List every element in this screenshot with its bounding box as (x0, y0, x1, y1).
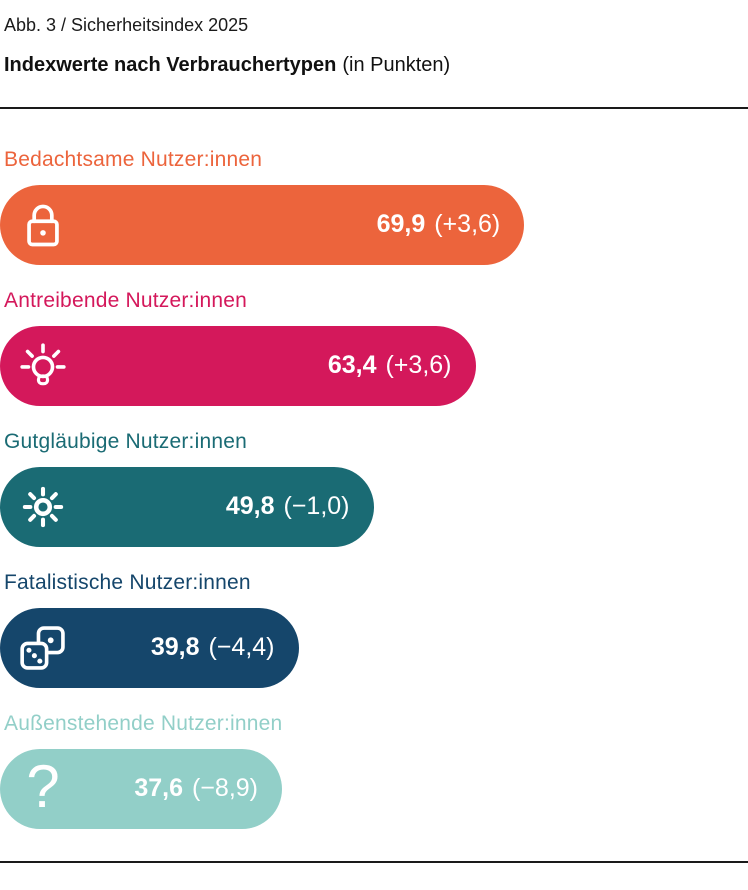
bar-value: 69,9 (+3,6) (377, 210, 501, 239)
bar-row: Antreibende Nutzer:innen 63,4 (+3,6) (0, 288, 748, 406)
bar: 39,8 (−4,4) (0, 607, 299, 688)
bar-value-number: 69,9 (376, 210, 426, 238)
bar-value: 39,8 (−4,4) (151, 633, 275, 662)
bar: 63,4 (+3,6) (0, 325, 476, 406)
bar-value-delta: (−4,4) (208, 633, 275, 661)
security-index-figure: Abb. 3 / Sicherheitsindex 2025 Indexwert… (0, 14, 748, 890)
bar-row: Außenstehende Nutzer:innen ? 37,6 (−8,9) (0, 711, 748, 829)
bar: 69,9 (+3,6) (0, 184, 525, 265)
top-divider (0, 106, 748, 109)
lightbulb-icon (14, 326, 72, 406)
bar: 49,8 (−1,0) (0, 466, 374, 547)
bar-value-number: 63,4 (327, 351, 377, 379)
bar-value-number: 39,8 (150, 633, 200, 661)
bar-value-delta: (−8,9) (191, 774, 258, 802)
bar-value-delta: (−1,0) (283, 492, 350, 520)
bar-value: 49,8 (−1,0) (226, 492, 350, 521)
bar-value: 63,4 (+3,6) (328, 351, 452, 380)
bar-row: Fatalistische Nutzer:innen 39,8 (−4,4) (0, 570, 748, 688)
bar-value: 37,6 (−8,9) (134, 774, 258, 803)
bottom-divider (0, 860, 748, 863)
figure-kicker: Abb. 3 / Sicherheitsindex 2025 (4, 15, 249, 35)
bar-category-label: Bedachtsame Nutzer:innen (4, 147, 263, 171)
bar-value-number: 37,6 (134, 774, 183, 802)
bar-row: Bedachtsame Nutzer:innen 69,9 (+3,6) (0, 147, 748, 265)
bar-value-number: 49,8 (225, 492, 275, 520)
sun-icon (14, 467, 72, 547)
bar-row: Gutgläubige Nutzer:innen 49,8 (−1,0) (0, 429, 748, 547)
bar-value-delta: (+3,6) (434, 210, 501, 238)
dice-icon (14, 608, 72, 688)
bar-category-label: Fatalistische Nutzer:innen (4, 570, 251, 594)
bar: ? 37,6 (−8,9) (0, 748, 282, 829)
lock-icon (14, 185, 72, 265)
question-mark-icon: ? (26, 752, 60, 820)
bar-category-label: Gutgläubige Nutzer:innen (4, 429, 247, 453)
figure-title-suffix: (in Punkten) (342, 53, 451, 76)
bar-value-delta: (+3,6) (385, 351, 452, 379)
bar-chart: Bedachtsame Nutzer:innen 69,9 (+3,6) Antr… (0, 147, 748, 829)
bar-category-label: Außenstehende Nutzer:innen (4, 711, 283, 735)
figure-title-main: Indexwerte nach Verbrauchertypen (4, 53, 337, 76)
figure-title: Indexwerte nach Verbrauchertypen (in Punk… (4, 53, 748, 78)
bar-category-label: Antreibende Nutzer:innen (4, 288, 247, 312)
